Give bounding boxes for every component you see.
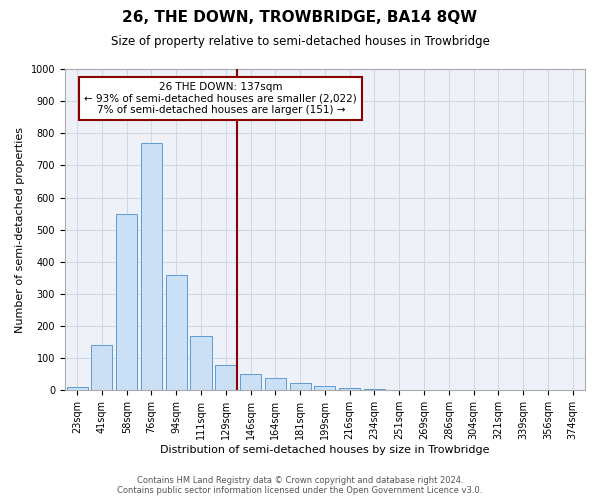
Bar xyxy=(240,374,261,390)
Bar xyxy=(141,143,162,390)
Bar xyxy=(166,276,187,390)
Bar xyxy=(67,387,88,390)
Bar xyxy=(290,384,311,390)
Text: 26 THE DOWN: 137sqm
← 93% of semi-detached houses are smaller (2,022)
7% of semi: 26 THE DOWN: 137sqm ← 93% of semi-detach… xyxy=(85,82,357,115)
Bar xyxy=(265,378,286,390)
Text: Contains HM Land Registry data © Crown copyright and database right 2024.
Contai: Contains HM Land Registry data © Crown c… xyxy=(118,476,482,495)
Text: Size of property relative to semi-detached houses in Trowbridge: Size of property relative to semi-detach… xyxy=(110,35,490,48)
Bar xyxy=(215,364,236,390)
Bar xyxy=(314,386,335,390)
Y-axis label: Number of semi-detached properties: Number of semi-detached properties xyxy=(15,126,25,332)
Bar xyxy=(339,388,360,390)
Bar xyxy=(190,336,212,390)
Bar xyxy=(116,214,137,390)
X-axis label: Distribution of semi-detached houses by size in Trowbridge: Distribution of semi-detached houses by … xyxy=(160,445,490,455)
Text: 26, THE DOWN, TROWBRIDGE, BA14 8QW: 26, THE DOWN, TROWBRIDGE, BA14 8QW xyxy=(122,10,478,25)
Bar xyxy=(364,388,385,390)
Bar xyxy=(91,346,112,391)
